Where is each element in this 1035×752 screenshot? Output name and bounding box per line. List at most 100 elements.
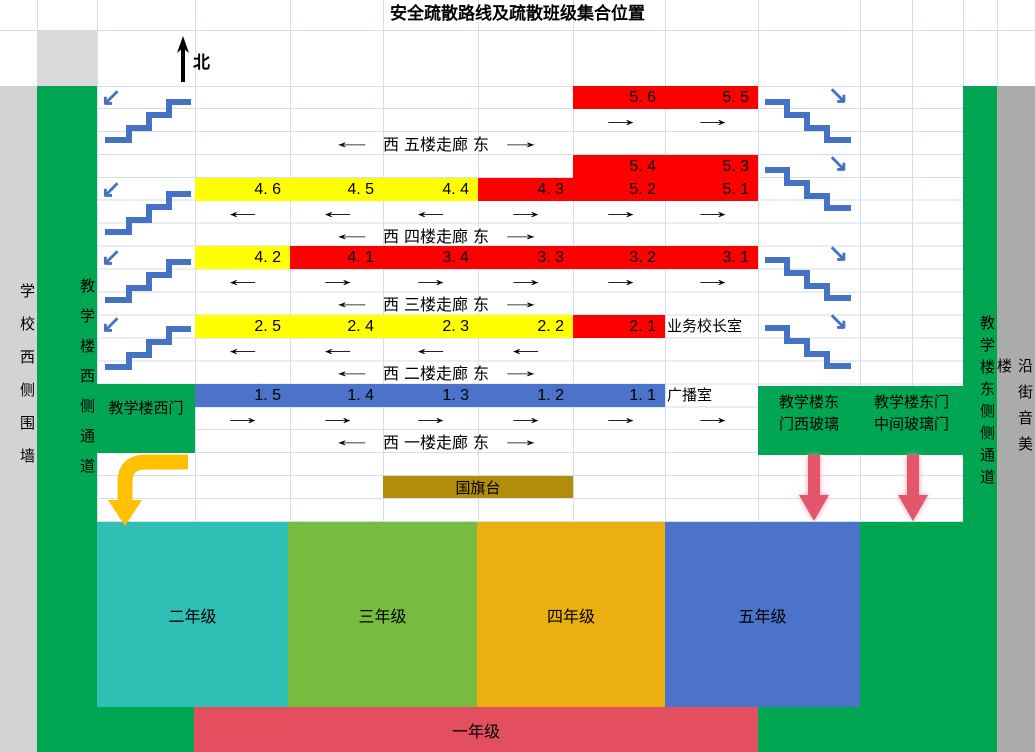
staircase-icon [765, 99, 851, 143]
courtyard-green [860, 522, 997, 752]
classroom-2-5: 2. 5 [195, 315, 290, 338]
staircase-icon [105, 326, 191, 370]
classroom-4-1: 4. 1 [290, 246, 383, 269]
evacuation-arrow-east-icon: → [599, 108, 642, 131]
flag-platform-label: 国旗台 [455, 479, 501, 497]
grade1-label: 一年级 [451, 723, 500, 741]
corridor-arrow-east-icon: → [497, 361, 544, 382]
evacuation-arrow-east-icon: → [691, 200, 734, 223]
east-gate-west-glass-label: 教学楼东 门西玻璃 [778, 394, 839, 433]
evacuation-arrow-east-icon: → [409, 406, 452, 429]
east-passage-label: 教学楼东侧侧通道 [978, 315, 995, 491]
classroom-2-1: 2. 1 [573, 315, 665, 338]
evacuation-arrow-east-icon: → [504, 406, 547, 429]
east-gate-middle-glass-label: 教学楼东门 中间玻璃门 [873, 394, 949, 433]
classroom-2-2: 2. 2 [478, 315, 573, 338]
classroom-5-5: 5. 5 [665, 86, 758, 109]
stair-down-right-icon: ↘ [828, 308, 849, 335]
west-passage-label: 教学楼西侧通道 [78, 277, 95, 488]
classroom-1-4: 1. 4 [290, 384, 383, 407]
evacuation-arrow-west-icon: ← [316, 200, 359, 223]
staircase-icon [765, 167, 851, 211]
west-wall-label: 学校西侧围墙 [18, 283, 35, 481]
east-exit-arrow-icon [799, 455, 829, 521]
grade5-label: 五年级 [738, 608, 787, 626]
principal-office-label: 业务校长室 [667, 318, 743, 335]
evacuation-arrow-east-icon: → [504, 200, 547, 223]
evacuation-arrow-east-icon: → [599, 406, 642, 429]
corridor-floor2: ← 西 二楼走廊 东 → [328, 361, 544, 383]
corridor-arrow-east-icon: → [497, 292, 544, 313]
evacuation-arrow-west-icon: ← [221, 268, 264, 291]
classroom-1-2: 1. 2 [478, 384, 573, 407]
east-gate-block [758, 386, 963, 455]
classroom-5-4: 5. 4 [573, 155, 665, 178]
page-title: 安全疏散路线及疏散班级集合位置 [390, 4, 645, 23]
classroom-5-3: 5. 3 [665, 155, 758, 178]
courtyard-green [37, 707, 194, 752]
staircase-icon [765, 257, 851, 301]
corridor-arrow-east-icon: → [497, 430, 544, 451]
evacuation-arrow-west-icon: ← [316, 337, 359, 360]
corridor-arrow-west-icon: ← [328, 132, 375, 153]
corridor-arrow-east-icon: → [497, 132, 544, 153]
classroom-3-4: 3. 4 [383, 246, 478, 269]
stair-down-right-icon: ↘ [828, 240, 849, 267]
grade3-area [288, 522, 477, 707]
classroom-5-2: 5. 2 [573, 178, 665, 201]
staircase-icon [765, 325, 851, 369]
classroom-3-2: 3. 2 [573, 246, 665, 269]
classroom-2-4: 2. 4 [290, 315, 383, 338]
evacuation-arrow-west-icon: ← [221, 200, 264, 223]
classroom-1-3: 1. 3 [383, 384, 478, 407]
street-building-label: 沿街音美楼 [995, 358, 1033, 462]
corridor-floor5: ← 西 五楼走廊 东 → [328, 132, 544, 154]
east-exit-arrow-icon [898, 455, 928, 521]
evacuation-arrow-east-icon: → [504, 268, 547, 291]
evacuation-arrow-west-icon: ← [504, 337, 547, 360]
evacuation-arrow-east-icon: → [691, 268, 734, 291]
west-passage-strip [37, 86, 97, 752]
stair-down-right-icon: ↘ [828, 150, 849, 177]
classroom-4-6: 4. 6 [195, 178, 290, 201]
corridor-arrow-east-icon: → [497, 224, 544, 245]
gray-cell [37, 30, 97, 86]
corridor-arrow-west-icon: ← [328, 224, 375, 245]
staircase-icon [105, 191, 191, 235]
stair-down-left-icon: ↙ [101, 84, 122, 111]
classroom-2-3: 2. 3 [383, 315, 478, 338]
grade2-area [97, 522, 288, 707]
stair-down-left-icon: ↙ [101, 311, 122, 338]
classroom-5-6: 5. 6 [573, 86, 665, 109]
classroom-4-5: 4. 5 [290, 178, 383, 201]
staircase-icon [105, 259, 191, 303]
west-wall-strip [0, 86, 37, 752]
corridor-arrow-west-icon: ← [328, 292, 375, 313]
classroom-1-1: 1. 1 [573, 384, 665, 407]
west-gate-block [97, 384, 195, 453]
north-arrow-icon [177, 36, 189, 82]
evacuation-arrow-east-icon: → [691, 406, 734, 429]
evacuation-arrow-east-icon: → [691, 108, 734, 131]
classroom-3-3: 3. 3 [478, 246, 573, 269]
staircase-icon [105, 99, 191, 143]
grade4-label: 四年级 [546, 608, 595, 626]
corridor-floor3: ← 西 三楼走廊 东 → [328, 292, 544, 314]
classroom-4-4: 4. 4 [383, 178, 478, 201]
classroom-5-1: 5. 1 [665, 178, 758, 201]
corridor-arrow-west-icon: ← [328, 430, 375, 451]
evacuation-arrow-west-icon: ← [409, 200, 452, 223]
evacuation-arrow-east-icon: → [599, 268, 642, 291]
corridor-floor1: ← 西 一楼走廊 东 → [328, 430, 544, 452]
west-exit-arrow-icon [108, 454, 188, 526]
west-gate-label: 教学楼西门 [108, 399, 184, 417]
evacuation-arrow-east-icon: → [316, 268, 359, 291]
courtyard-green [758, 707, 860, 752]
classroom-4-2: 4. 2 [195, 246, 290, 269]
corridor-floor4: ← 西 四楼走廊 东 → [328, 224, 544, 246]
stair-down-right-icon: ↘ [828, 82, 849, 109]
stair-down-left-icon: ↙ [101, 176, 122, 203]
evacuation-arrow-east-icon: → [409, 268, 452, 291]
evacuation-arrow-east-icon: → [316, 406, 359, 429]
